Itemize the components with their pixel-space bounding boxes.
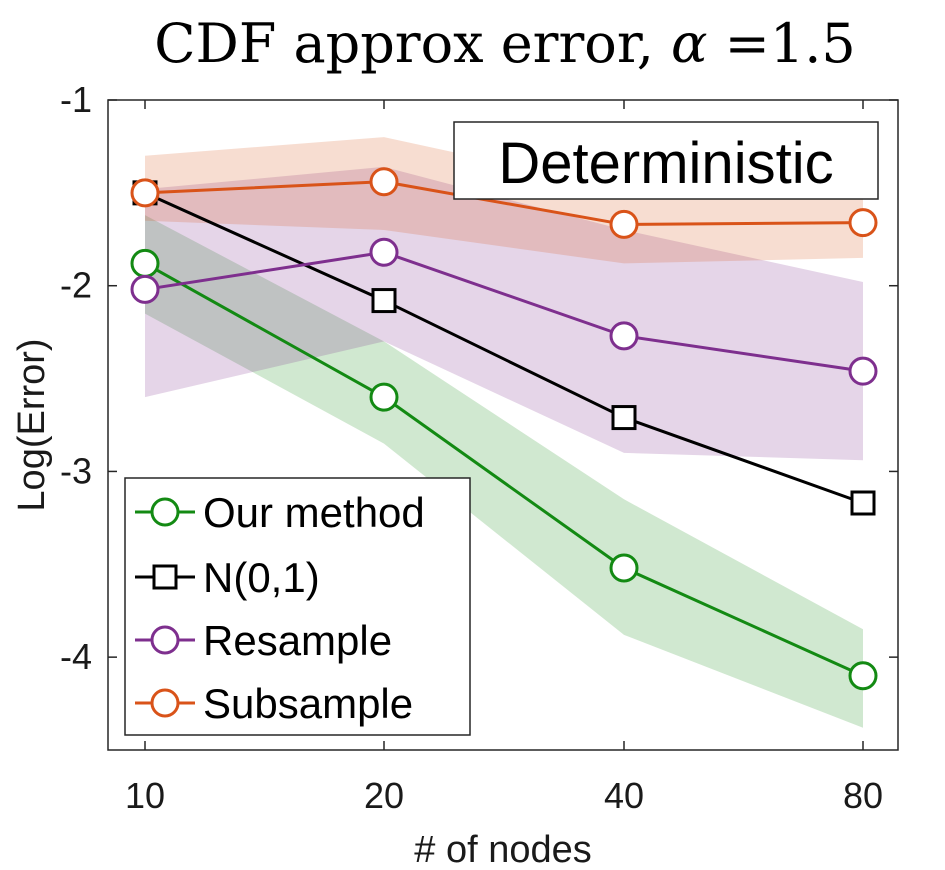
band-resample — [145, 166, 863, 461]
legend: Our method N(0,1) Resample Subsample — [124, 477, 471, 736]
legend-item-n-0-1: N(0,1) — [135, 554, 320, 601]
line-our-method — [144, 262, 864, 678]
legend-item-our-method: Our method — [135, 489, 425, 536]
point-our-method-20 — [369, 382, 399, 412]
band-subsample — [145, 137, 863, 264]
x-tick-label: 40 — [604, 775, 644, 816]
point-resample-10 — [130, 274, 160, 304]
point-subsample-40 — [609, 209, 639, 239]
confidence-bands — [145, 137, 863, 728]
legend-item-subsample: Subsample — [135, 680, 413, 727]
point-n-0-1-80 — [850, 490, 876, 516]
chart-title-main: CDF approx error, — [154, 12, 671, 75]
legend-marker — [152, 564, 178, 590]
annotation-text: Deterministic — [498, 131, 833, 196]
point-subsample-80 — [848, 208, 878, 238]
y-tick-label: -3 — [60, 450, 92, 491]
point-our-method-40 — [609, 553, 639, 583]
line-subsample — [144, 180, 864, 226]
y-axis-label: Log(Error) — [11, 338, 53, 511]
line-n-0-1 — [144, 191, 864, 505]
series-markers — [130, 167, 878, 691]
x-axis-label: # of nodes — [414, 829, 591, 870]
legend-marker — [150, 497, 180, 527]
x-tick-label: 80 — [843, 775, 883, 816]
plot-frame — [107, 99, 899, 751]
point-our-method-10 — [130, 248, 160, 278]
chart-title-suffix: =1.5 — [708, 12, 856, 75]
series-lines — [144, 180, 864, 678]
annotation-box — [453, 121, 879, 200]
y-tick-label: -2 — [60, 265, 92, 306]
band-our-method — [145, 215, 863, 728]
legend-item-resample: Resample — [135, 617, 392, 664]
point-resample-20 — [369, 237, 399, 267]
point-our-method-80 — [848, 661, 878, 691]
x-tick-label: 20 — [364, 775, 404, 816]
point-resample-40 — [609, 321, 639, 351]
legend-label: Subsample — [203, 680, 413, 727]
line-resample — [144, 250, 864, 373]
legend-label: N(0,1) — [203, 554, 320, 601]
point-subsample-20 — [369, 167, 399, 197]
point-n-0-1-20 — [371, 288, 397, 314]
y-tick-label: -4 — [60, 636, 92, 677]
legend-box — [124, 477, 471, 736]
legend-label: Resample — [203, 617, 392, 664]
point-resample-80 — [848, 356, 878, 386]
axis-ticks: 10 20 40 80 -4 -3 -2 -1 — [60, 79, 898, 816]
point-subsample-10 — [130, 178, 160, 208]
legend-marker — [150, 625, 180, 655]
chart-title: CDF approx error, α =1.5 — [154, 12, 856, 75]
legend-label: Our method — [203, 489, 425, 536]
x-tick-label: 10 — [125, 775, 165, 816]
point-n-0-1-40 — [611, 405, 637, 431]
y-tick-label: -1 — [60, 79, 92, 120]
chart-title-symbol: α — [671, 12, 707, 75]
legend-marker — [150, 688, 180, 718]
